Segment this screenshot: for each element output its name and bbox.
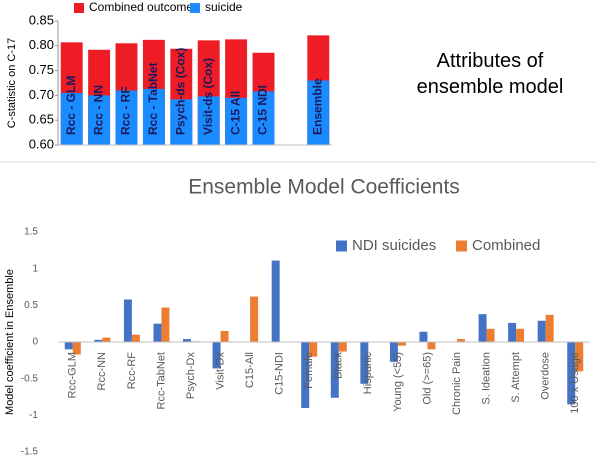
category-label: Chronic Pain: [451, 352, 463, 415]
caption-line: Attributes of ensemble model: [417, 50, 564, 98]
bar: [360, 342, 369, 384]
bar: [309, 342, 318, 357]
category-label: Psych-Dx: [185, 352, 197, 400]
legend-label: suicide: [205, 0, 243, 14]
bar: [575, 342, 584, 372]
bar: [271, 260, 280, 342]
y-tick-label: 0: [32, 337, 38, 348]
category-label: Rcc - NN: [91, 85, 105, 135]
bar: [508, 322, 517, 342]
y-tick-label: -1: [29, 410, 38, 421]
bar: [197, 96, 220, 145]
legend-label: Combined: [472, 237, 540, 254]
bar: [338, 342, 347, 352]
category-label: Rcc - RF: [119, 86, 133, 135]
bar: [516, 328, 525, 342]
category-label: Rcc - GLM: [64, 76, 78, 135]
category-label: Psych-ds (Cox): [173, 48, 187, 135]
bar: [115, 90, 138, 145]
legend-swatch: [190, 3, 200, 13]
bar: [545, 314, 554, 342]
bar: [330, 342, 339, 398]
category-label: Rcc-GLM: [67, 352, 79, 398]
bar: [567, 342, 576, 405]
legend-label: Combined outcome: [89, 0, 193, 14]
category-label: S. Ideation: [480, 352, 492, 405]
bar: [131, 334, 140, 342]
bar: [486, 328, 495, 342]
bar: [88, 95, 111, 145]
y-tick-label: 1: [32, 263, 38, 274]
bar: [307, 80, 330, 145]
bar: [537, 320, 546, 342]
y-tick-label: 0.70: [29, 87, 54, 102]
y-tick-label: 0.80: [29, 37, 54, 52]
category-label: C-15 All: [228, 91, 242, 135]
bar: [64, 342, 73, 350]
category-label: Female: [303, 352, 315, 389]
bar: [250, 296, 259, 342]
y-tick-label: 0.75: [29, 62, 54, 77]
bar: [123, 299, 132, 342]
caption-text: Attributes of: [437, 50, 544, 72]
bar: [142, 88, 165, 145]
category-label: Rcc-TabNet: [155, 352, 167, 409]
y-axis-label: Model coefficient in Ensemble: [4, 269, 16, 415]
category-label: C15-NDI: [274, 352, 286, 395]
bar: [427, 342, 436, 350]
category-label: C15-All: [244, 352, 256, 388]
y-tick-label: 1.5: [24, 227, 38, 238]
category-label: Ensemble: [310, 78, 324, 135]
bar: [397, 342, 406, 346]
bar: [183, 339, 191, 342]
y-tick-label: 0.60: [29, 136, 54, 151]
caption-text: ensemble model: [417, 76, 564, 98]
category-label: Old (>=65): [421, 352, 433, 405]
bar: [161, 307, 170, 342]
category-label: Young (<55): [392, 352, 404, 412]
y-tick-label: 0.5: [24, 300, 38, 311]
bar: [225, 97, 248, 145]
bar: [389, 342, 398, 362]
bar: [60, 92, 83, 145]
category-label: 100 x Usage: [569, 352, 581, 414]
category-label: C-15 NDI: [256, 85, 270, 135]
bar: [170, 99, 193, 145]
bar: [220, 331, 229, 342]
bar: [212, 342, 221, 369]
category-label: Rcc-RF: [126, 352, 138, 390]
category-label: Overdose: [540, 352, 552, 400]
legend-label: NDI suicides: [352, 237, 436, 254]
bar: [419, 331, 428, 342]
legend-swatch: [74, 3, 84, 13]
category-label: Black: [333, 352, 345, 379]
bar: [478, 314, 487, 342]
legend-swatch: [336, 240, 347, 252]
y-tick-label: -1.5: [21, 447, 39, 458]
chart-title: Ensemble Model Coefficients: [188, 176, 460, 199]
bar: [72, 342, 81, 355]
category-label: Visit-ds (Cox): [201, 58, 215, 135]
y-tick-label: 0.65: [29, 112, 54, 127]
category-label: Rcc - TabNet: [146, 63, 160, 135]
bar: [102, 337, 111, 342]
y-tick-label: 0.85: [29, 12, 54, 27]
category-label: Visit-Dx: [214, 352, 226, 390]
bar: [457, 339, 465, 342]
legend-swatch: [456, 240, 467, 252]
bar: [94, 339, 103, 342]
bar: [301, 342, 310, 408]
bar: [153, 323, 162, 342]
category-label: Hispanic: [362, 352, 374, 395]
bar: [252, 91, 275, 145]
category-label: Rcc-NN: [96, 352, 108, 391]
y-axis-label: C-statistic on C-17: [6, 38, 18, 128]
y-tick-label: -0.5: [21, 373, 39, 384]
category-label: S. Attempt: [510, 352, 522, 403]
